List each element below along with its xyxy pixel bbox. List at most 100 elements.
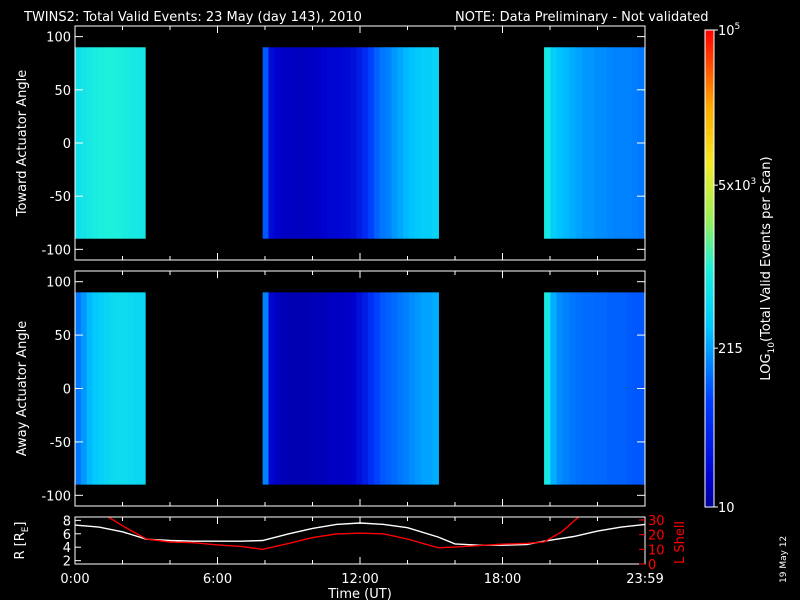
toward-heat-cell — [104, 47, 111, 239]
colorbar-cell — [705, 68, 714, 73]
colorbar-cell — [705, 354, 714, 359]
colorbar-cell — [705, 140, 714, 144]
toward-heat-cell — [110, 47, 117, 239]
away-heat-cell — [594, 292, 602, 485]
away-heat-cell — [569, 292, 577, 485]
colorbar-cell — [705, 92, 714, 97]
colorbar-cell — [705, 77, 714, 82]
toward-heat-cell — [600, 47, 608, 239]
colorbar-cell — [705, 486, 714, 490]
colorbar-cell — [705, 179, 714, 183]
colorbar-cell — [705, 420, 714, 425]
colorbar-cell — [705, 316, 714, 320]
colorbar-cell — [705, 357, 714, 362]
l-shell-label: L Shell — [673, 521, 688, 564]
colorbar-cell — [705, 489, 714, 493]
toward-heat-cell — [550, 47, 558, 239]
colorbar-cell — [705, 292, 714, 296]
colorbar-label-rest: (Total Valid Events per Scan) — [759, 156, 774, 342]
colorbar-cell — [705, 402, 714, 407]
toward-heat-cell — [613, 47, 621, 239]
colorbar-cell — [705, 253, 714, 258]
colorbar-cell — [705, 390, 714, 395]
colorbar-cell — [705, 310, 714, 314]
colorbar-cell — [705, 164, 714, 168]
colorbar-cell — [705, 295, 714, 299]
colorbar-cell — [705, 128, 714, 132]
toward-ytick-label: 50 — [54, 84, 71, 99]
colorbar-cell — [705, 208, 714, 213]
colorbar-cell — [705, 411, 714, 416]
x-tick-label: 6:00 — [203, 572, 232, 587]
colorbar-cell — [705, 119, 714, 123]
away-heat-cell — [385, 292, 393, 485]
away-heat-cell — [121, 292, 129, 485]
colorbar-cell — [705, 369, 714, 374]
colorbar-label-log: LOG — [759, 353, 774, 380]
colorbar-cell — [705, 372, 714, 377]
colorbar-cell — [705, 277, 714, 281]
toward-heat-cell — [338, 47, 346, 239]
colorbar-cell — [705, 340, 714, 344]
toward-heat-cell — [121, 47, 129, 239]
colorbar-cell — [705, 495, 714, 499]
toward-heat-cell — [632, 47, 640, 239]
x-axis-label: Time (UT) — [327, 587, 392, 600]
date-stamp: 19 May 12 — [779, 536, 789, 583]
l-shell-ytick-label: 30 — [648, 514, 665, 529]
colorbar-cell — [705, 423, 714, 427]
away-heat-cell — [397, 292, 404, 485]
orbit-ytick-label: 8 — [63, 514, 71, 529]
colorbar-cell — [705, 348, 714, 353]
colorbar-cell — [705, 155, 714, 159]
colorbar-cell — [705, 387, 714, 392]
x-tick-label: 0:00 — [60, 572, 89, 587]
colorbar-cell — [705, 265, 714, 269]
colorbar-tick-exp: 3 — [751, 177, 757, 187]
toward-actuator-panel: 100 50 0 -50 -100 Toward Actuator Angle — [15, 25, 646, 261]
colorbar-cell — [705, 199, 714, 204]
toward-heat-cell — [332, 47, 340, 239]
colorbar-cell — [705, 501, 714, 505]
colorbar-cell — [705, 202, 714, 207]
colorbar-cell — [705, 41, 714, 46]
toward-heat-cell — [409, 47, 416, 239]
toward-heat-cell — [315, 47, 322, 239]
colorbar-cell — [705, 334, 714, 338]
colorbar-cell — [705, 328, 714, 332]
colorbar-cell — [705, 196, 714, 201]
colorbar-cell — [705, 32, 714, 37]
colorbar-cell — [705, 44, 714, 49]
toward-heat-cell — [403, 47, 410, 239]
toward-heat-cell — [344, 47, 352, 239]
away-heat-cell — [556, 292, 564, 485]
colorbar-cell — [705, 167, 714, 171]
away-heat-cell — [115, 292, 123, 485]
away-heat-cell — [321, 292, 328, 485]
away-heat-cell — [420, 292, 428, 485]
radius-line — [75, 522, 645, 546]
colorbar-cell — [705, 298, 714, 302]
colorbar-cell — [705, 190, 714, 195]
colorbar-cell — [705, 188, 714, 192]
toward-heat-cell — [127, 47, 134, 239]
toward-heat-cell — [80, 47, 88, 239]
colorbar-cell — [705, 74, 714, 79]
colorbar-cell — [705, 384, 714, 389]
colorbar-cell — [705, 59, 714, 64]
colorbar-cell — [705, 504, 714, 508]
away-heat-cell — [110, 292, 117, 485]
colorbar-label: LOG10(Total Valid Events per Scan) — [759, 156, 777, 380]
colorbar-cell — [705, 480, 714, 484]
toward-heat-cell — [139, 47, 146, 239]
toward-heat-cell — [268, 47, 275, 239]
colorbar-cell — [705, 161, 714, 165]
toward-heat-cell — [414, 47, 422, 239]
x-tick-label: 12:00 — [341, 572, 378, 587]
toward-heat-cell — [594, 47, 602, 239]
orbit-ytick-label: 2 — [63, 555, 71, 570]
colorbar-cell — [705, 271, 714, 275]
colorbar-cell — [705, 447, 714, 451]
colorbar-tick-exp: 5 — [735, 22, 741, 32]
colorbar-cell — [705, 98, 714, 103]
